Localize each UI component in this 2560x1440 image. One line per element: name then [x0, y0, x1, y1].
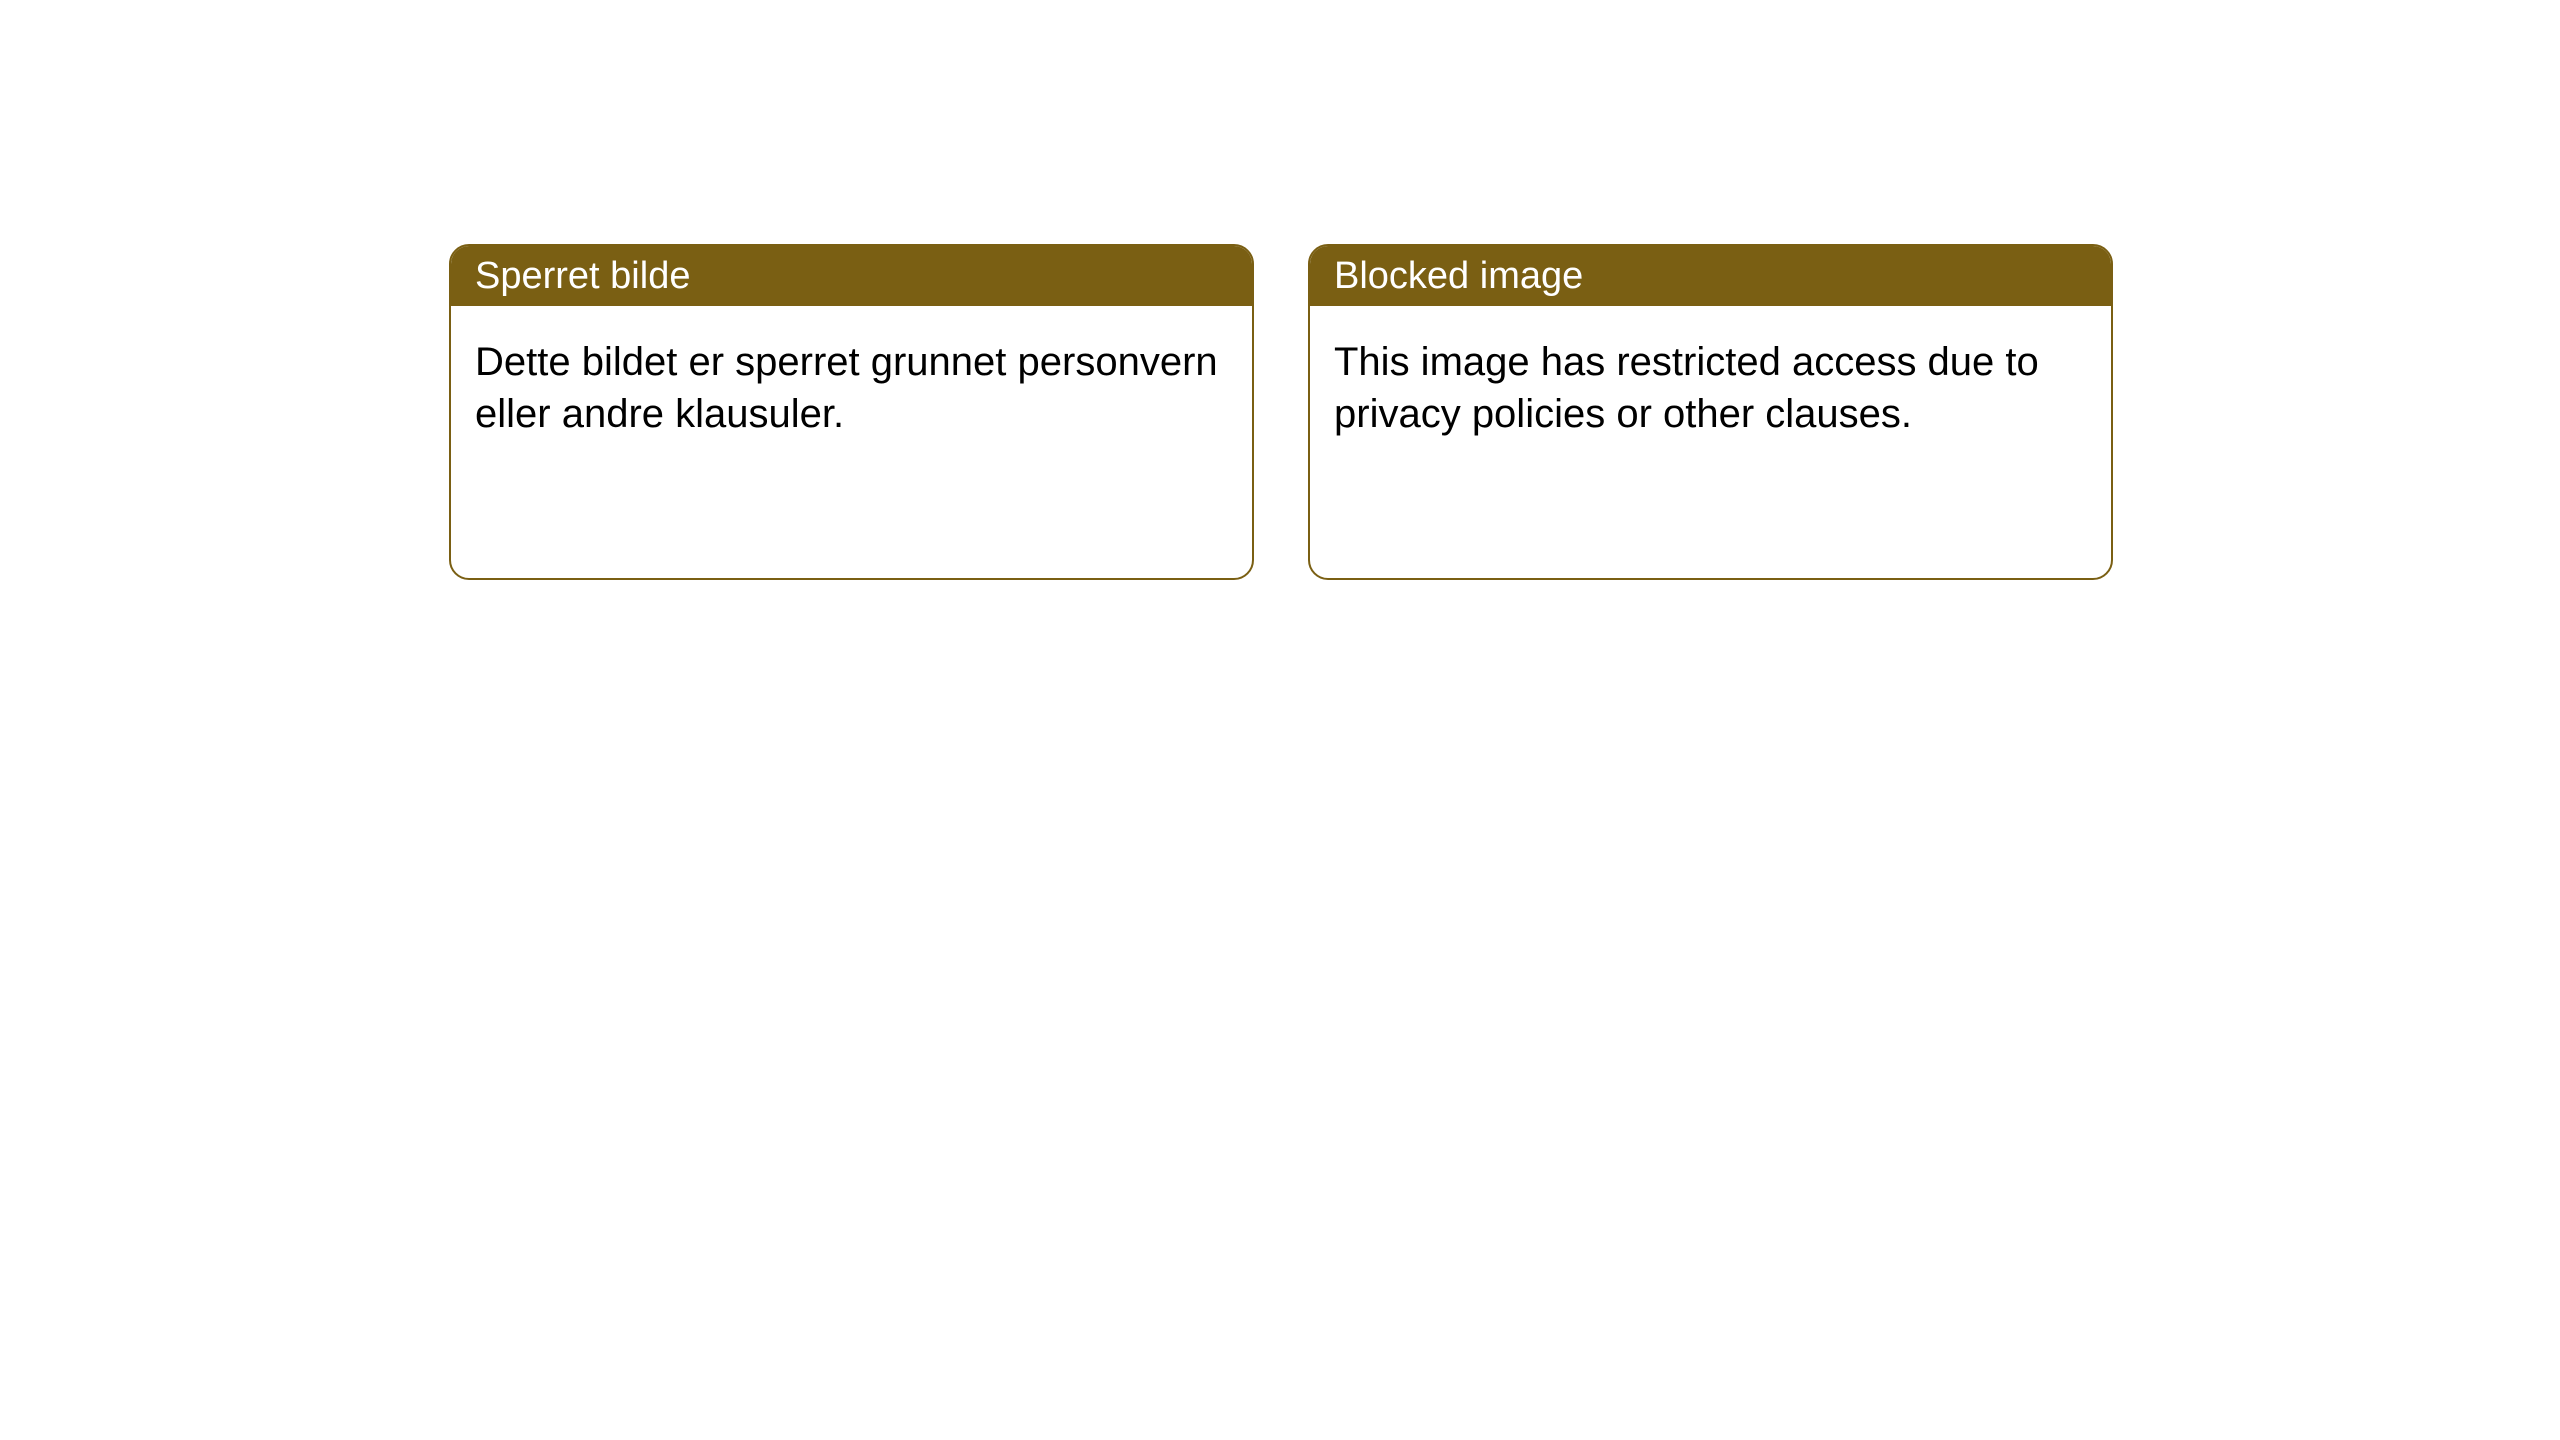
- notice-title-norwegian: Sperret bilde: [475, 255, 690, 298]
- notice-message-english: This image has restricted access due to …: [1334, 340, 2039, 436]
- notice-box-english: Blocked image This image has restricted …: [1308, 244, 2113, 580]
- notice-body-norwegian: Dette bildet er sperret grunnet personve…: [451, 306, 1252, 470]
- notice-container: Sperret bilde Dette bildet er sperret gr…: [449, 244, 2113, 580]
- notice-box-norwegian: Sperret bilde Dette bildet er sperret gr…: [449, 244, 1254, 580]
- notice-body-english: This image has restricted access due to …: [1310, 306, 2111, 470]
- notice-title-english: Blocked image: [1334, 255, 1583, 298]
- notice-header-english: Blocked image: [1310, 246, 2111, 306]
- notice-header-norwegian: Sperret bilde: [451, 246, 1252, 306]
- notice-message-norwegian: Dette bildet er sperret grunnet personve…: [475, 340, 1218, 436]
